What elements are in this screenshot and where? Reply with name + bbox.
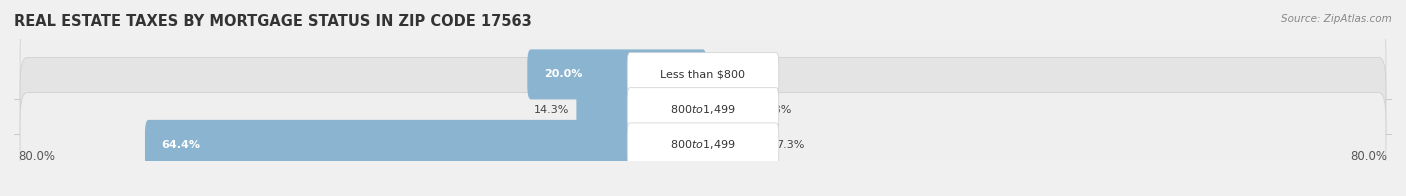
FancyBboxPatch shape — [527, 49, 706, 99]
FancyBboxPatch shape — [20, 22, 1386, 127]
Text: 14.3%: 14.3% — [534, 105, 569, 115]
Text: 64.4%: 64.4% — [162, 140, 200, 150]
FancyBboxPatch shape — [700, 120, 769, 170]
Text: $800 to $1,499: $800 to $1,499 — [671, 103, 735, 116]
Text: Less than $800: Less than $800 — [661, 69, 745, 79]
FancyBboxPatch shape — [700, 85, 756, 135]
Text: 80.0%: 80.0% — [1351, 150, 1388, 163]
Text: 7.3%: 7.3% — [776, 140, 804, 150]
Text: REAL ESTATE TAXES BY MORTGAGE STATUS IN ZIP CODE 17563: REAL ESTATE TAXES BY MORTGAGE STATUS IN … — [14, 14, 531, 29]
Text: 0.0%: 0.0% — [713, 69, 741, 79]
Text: 80.0%: 80.0% — [18, 150, 55, 163]
FancyBboxPatch shape — [20, 93, 1386, 196]
FancyBboxPatch shape — [20, 57, 1386, 162]
Text: Source: ZipAtlas.com: Source: ZipAtlas.com — [1281, 14, 1392, 24]
Text: 20.0%: 20.0% — [544, 69, 582, 79]
FancyBboxPatch shape — [627, 53, 779, 96]
FancyBboxPatch shape — [576, 85, 706, 135]
Text: 5.8%: 5.8% — [763, 105, 792, 115]
FancyBboxPatch shape — [627, 123, 779, 167]
FancyBboxPatch shape — [627, 88, 779, 132]
FancyBboxPatch shape — [145, 120, 706, 170]
Text: $800 to $1,499: $800 to $1,499 — [671, 138, 735, 151]
